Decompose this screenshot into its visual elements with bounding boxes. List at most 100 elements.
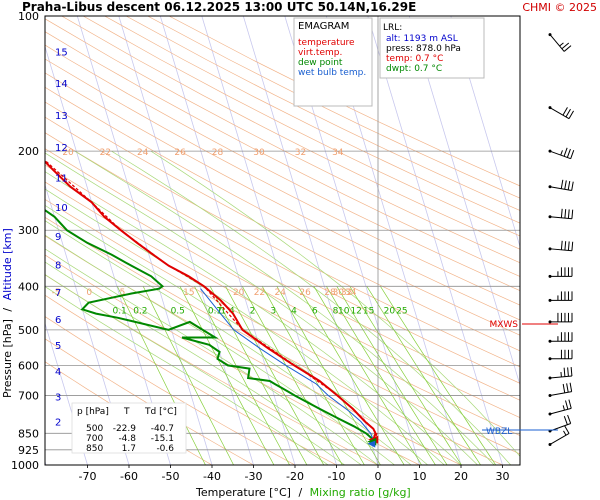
isotherm-line [45,45,171,465]
surface-wetbulb-marker [367,440,376,448]
mixing-ratio-label: 0.2 [133,306,147,316]
mixing-ratio-label: 6 [312,306,318,316]
altitude-tick-label: 8 [55,261,61,272]
series-layer [45,159,379,448]
dry-adiabat-line [45,31,520,277]
wind-barb-feather [563,45,572,52]
isotherm-line [45,183,130,465]
wind-barb-staff [549,107,570,120]
dry-adiabat-line [45,101,520,352]
wind-barb [548,382,573,397]
wind-barb [548,33,572,52]
dry-adiabat-line [45,148,520,401]
temperature-tick-label: -40 [203,470,221,483]
theta-label: 30 [333,288,345,298]
wind-barb [548,147,575,160]
temperature-tick-label: -50 [162,470,180,483]
wind-barb [548,240,574,252]
dry-adiabat-line [45,132,520,384]
altitude-tick-label: 13 [55,111,68,122]
mixing-ratio-label: 4 [291,306,297,316]
theta-label: 32 [341,288,352,298]
wind-barb-feather [564,180,567,190]
y-axis-separator: / [1,308,14,312]
lrl-title: LRL: [383,23,402,33]
mixing-ratio-label: 3 [270,306,276,316]
plot-frame [44,15,521,466]
wind-barb-feather [560,208,563,218]
wind-barb [548,267,573,278]
wind-barb-feather [563,430,567,436]
wind-barb [548,291,573,302]
isotherm-line [367,16,503,465]
wind-barb-feather [566,148,571,158]
wind-barb-station [548,274,552,278]
wind-barb-station [548,320,552,324]
wind-barb-feather [564,241,567,251]
wind-barb-station [548,33,552,37]
theta-label: 32 [295,148,306,158]
wind-barb-station [548,412,552,416]
wind-barb-station [548,247,552,251]
y-axis-label-altitude: Altitude [km] [1,228,14,300]
dry-adiabat-line [61,16,520,250]
altitude-tick-label: 2 [55,417,61,428]
pressure-tick-label: 850 [18,427,39,440]
theta-label: -5 [52,288,61,298]
level-table-frame [71,402,187,454]
table-cell-td: -40.7 [151,424,174,434]
wind-barb [548,208,574,220]
pressure-tick-label: 1000 [11,459,39,472]
pressure-tick-label: 925 [18,444,39,457]
table-cell-t: -22.9 [113,424,137,434]
mixing-ratio-label: 0.1 [112,306,126,316]
pressure-tick-label: 500 [18,324,39,337]
lrl-box: LRL: alt: 1193 m ASL press: 878.0 hPa te… [379,17,485,79]
mixing-ratio-label: 10 [338,306,350,316]
wind-barb-feather [561,42,570,50]
level-table: p [hPa] T Td [°C] 500 -22.9 -40.7 700 -4… [71,402,187,454]
grid-layer [45,16,520,465]
dry-adiabat-line [147,16,520,199]
altitude-tick-label: 4 [55,367,61,378]
theta-label: 15 [183,288,194,298]
wind-barb-station [548,185,552,189]
wind-barb-feather [567,241,570,251]
table-cell-td: -15.1 [151,434,174,444]
wind-barb-feather [562,383,566,393]
wind-barb-feather [564,425,570,434]
wind-barb-feather [559,42,564,47]
y-axis-label-pressure: Pressure [hPa] [1,319,14,398]
theta-label: 0 [86,288,92,298]
wind-barb-feather [570,367,573,377]
wind-barb-feather [564,209,567,219]
wind-barb-feather [563,367,566,377]
isotherm-line [45,321,88,465]
dry-adiabat-line [45,44,520,292]
pressure-tick-label: 400 [18,280,39,293]
mixing-ratio-label: 2 [250,306,256,316]
wind-barb [548,425,570,446]
table-header-td: Td [°C] [144,407,177,417]
dry-adiabat-line [82,16,520,237]
theta-label: 28 [324,288,336,298]
table-cell-p: 700 [86,434,103,444]
wind-barb-feather [565,400,569,410]
isotherm-line [408,16,520,387]
theta-label: 34 [345,288,357,298]
wind-barb-feather [563,416,568,425]
altitude-tick-label: 10 [55,203,68,214]
table-cell-td: -0.6 [156,444,174,454]
lrl-press: press: 878.0 hPa [386,44,461,54]
theta-label: 24 [137,148,149,158]
legend-item-dew-point: dew point [298,58,343,68]
wind-barb-staff [549,433,570,445]
wind-barb-station [548,106,552,110]
temperature-tick-label: -70 [79,470,97,483]
series-line [45,208,374,441]
dry-adiabat-line [45,58,520,306]
series-line [45,159,378,440]
pressure-tick-label: 300 [18,224,39,237]
lrl-temp: temp: 0.7 °C [386,54,443,64]
